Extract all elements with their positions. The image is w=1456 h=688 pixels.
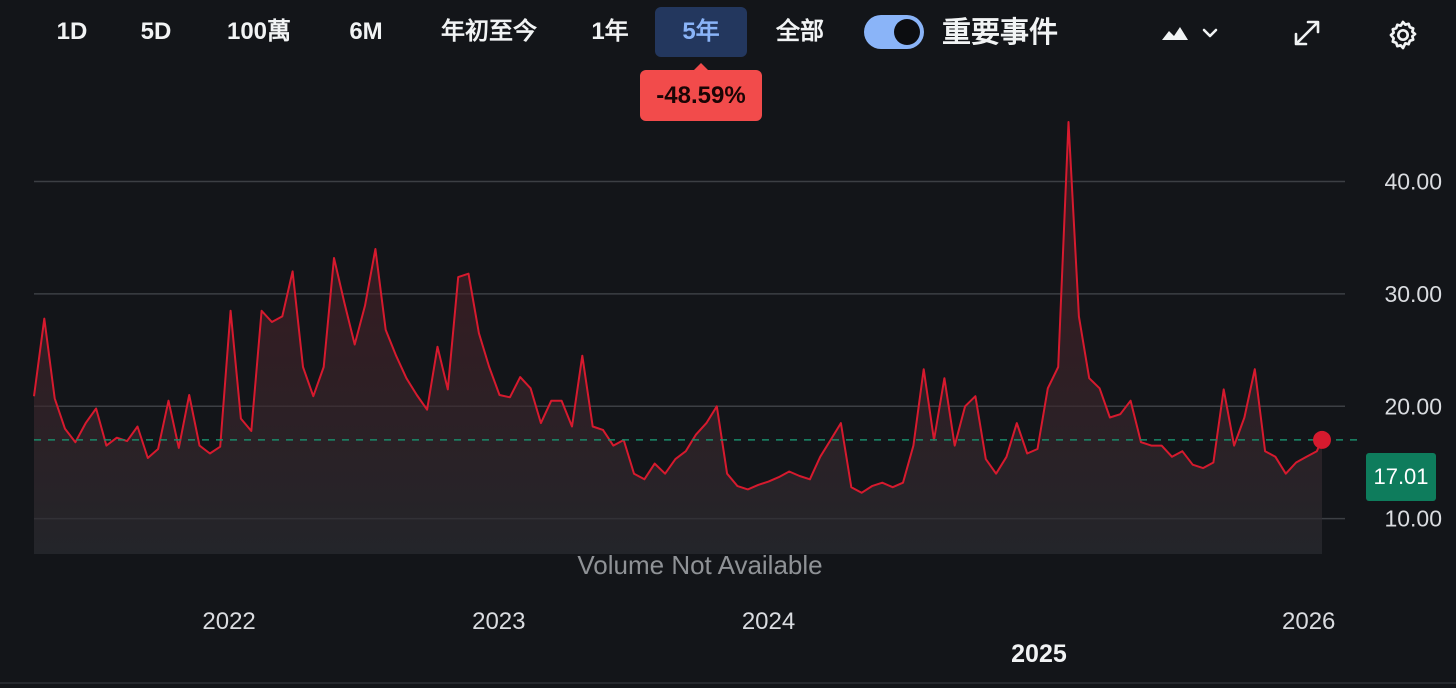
x-tick-label: 2024: [742, 608, 795, 635]
key-events-toggle[interactable]: [864, 15, 924, 49]
x-tick-label: 2025: [1011, 640, 1067, 668]
price-area: [34, 122, 1322, 554]
range-all-button[interactable]: 全部: [776, 18, 824, 45]
settings-button[interactable]: [1386, 18, 1420, 52]
y-tick-label: 40.00: [1384, 169, 1442, 195]
x-tick-label: 2023: [472, 608, 525, 635]
y-tick-label: 10.00: [1384, 506, 1442, 532]
y-tick-label: 20.00: [1384, 393, 1442, 419]
range-1y-button[interactable]: 1年: [591, 18, 629, 45]
volume-note: Volume Not Available: [577, 550, 822, 580]
fullscreen-button[interactable]: [1292, 18, 1322, 48]
key-events-label: 重要事件: [942, 17, 1059, 49]
price-line: [33, 121, 1323, 494]
mountain-chart-icon: [1162, 27, 1218, 40]
range-6m-button[interactable]: 6M: [349, 18, 383, 45]
y-tick-label: 30.00: [1384, 281, 1442, 307]
gear-icon: [1389, 20, 1417, 50]
toolbar: 1D 5D 100萬 6M 年初至今 1年 5年 全部 重要事件: [0, 0, 1456, 66]
current-price-tag: 17.01: [1366, 453, 1436, 501]
range-5d-button[interactable]: 5D: [140, 18, 172, 45]
current-price-dot[interactable]: [1313, 430, 1331, 449]
change-percent-badge: -48.59%: [640, 63, 762, 121]
range-100m-button[interactable]: 100萬: [226, 18, 292, 45]
expand-icon: [1294, 20, 1320, 46]
chart-type-button[interactable]: [1158, 20, 1222, 48]
range-5y-button[interactable]: 5年: [655, 7, 747, 57]
range-ytd-button[interactable]: 年初至今: [441, 18, 537, 45]
x-tick-label: 2022: [202, 608, 255, 635]
range-1d-button[interactable]: 1D: [56, 18, 88, 45]
x-tick-label: 2026: [1282, 608, 1335, 635]
toggle-knob: [894, 19, 920, 45]
